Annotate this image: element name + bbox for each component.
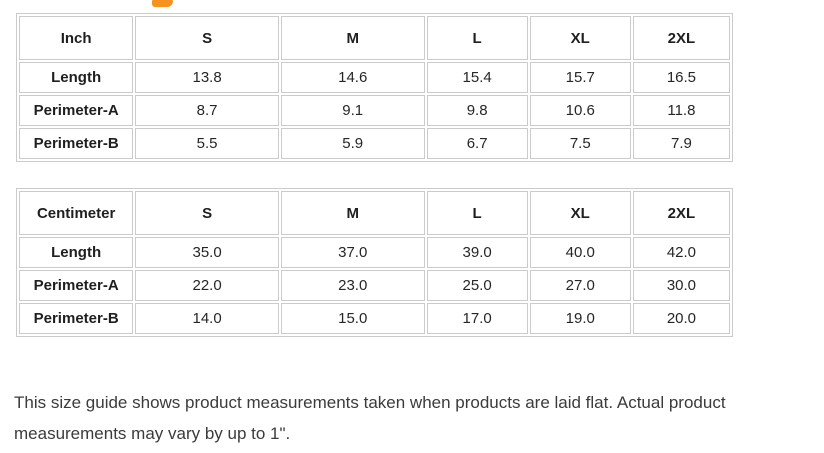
row-label: Length (19, 237, 134, 268)
table-row-perimeter-b: Perimeter-B 14.0 15.0 17.0 19.0 20.0 (19, 303, 730, 334)
table-row-perimeter-a: Perimeter-A 8.7 9.1 9.8 10.6 11.8 (19, 95, 730, 126)
size-cell: 27.0 (529, 270, 631, 301)
size-cell: 42.0 (632, 237, 730, 268)
table-row-length: Length 35.0 37.0 39.0 40.0 42.0 (19, 237, 730, 268)
size-table-inch: Inch S M L XL 2XL Length 13.8 14.6 15.4 … (16, 13, 733, 162)
column-header-l: L (426, 16, 528, 60)
size-cell: 7.9 (632, 128, 730, 159)
size-cell: 13.8 (135, 62, 279, 93)
clipped-heading-fragment (152, 0, 173, 7)
size-cell: 15.7 (529, 62, 631, 93)
column-header-s: S (135, 16, 279, 60)
table-row-perimeter-a: Perimeter-A 22.0 23.0 25.0 27.0 30.0 (19, 270, 730, 301)
clipped-heading-strip (0, 0, 824, 8)
table-row-perimeter-b: Perimeter-B 5.5 5.9 6.7 7.5 7.9 (19, 128, 730, 159)
size-cell: 6.7 (426, 128, 528, 159)
size-cell: 39.0 (426, 237, 528, 268)
size-cell: 22.0 (135, 270, 279, 301)
size-cell: 40.0 (529, 237, 631, 268)
size-cell: 23.0 (280, 270, 425, 301)
size-table-centimeter: Centimeter S M L XL 2XL Length 35.0 37.0… (16, 188, 733, 337)
size-cell: 20.0 (632, 303, 730, 334)
column-header-2xl: 2XL (632, 16, 730, 60)
size-cell: 37.0 (280, 237, 425, 268)
table-header-row: Centimeter S M L XL 2XL (19, 191, 730, 235)
size-cell: 15.4 (426, 62, 528, 93)
size-cell: 11.8 (632, 95, 730, 126)
size-cell: 10.6 (529, 95, 631, 126)
size-cell: 8.7 (135, 95, 279, 126)
column-header-xl: XL (529, 191, 631, 235)
size-cell: 9.1 (280, 95, 425, 126)
size-cell: 7.5 (529, 128, 631, 159)
size-cell: 16.5 (632, 62, 730, 93)
column-header-s: S (135, 191, 279, 235)
size-guide-note: This size guide shows product measuremen… (14, 393, 726, 443)
column-header-m: M (280, 16, 425, 60)
size-cell: 14.0 (135, 303, 279, 334)
size-cell: 35.0 (135, 237, 279, 268)
row-label: Length (19, 62, 134, 93)
table-header-row: Inch S M L XL 2XL (19, 16, 730, 60)
row-label: Perimeter-A (19, 270, 134, 301)
row-label: Perimeter-A (19, 95, 134, 126)
row-label: Perimeter-B (19, 303, 134, 334)
size-cell: 5.5 (135, 128, 279, 159)
size-cell: 9.8 (426, 95, 528, 126)
column-header-l: L (426, 191, 528, 235)
column-header-xl: XL (529, 16, 631, 60)
column-header-2xl: 2XL (632, 191, 730, 235)
column-header-m: M (280, 191, 425, 235)
unit-header: Centimeter (19, 191, 134, 235)
size-cell: 17.0 (426, 303, 528, 334)
table-row-length: Length 13.8 14.6 15.4 15.7 16.5 (19, 62, 730, 93)
unit-header: Inch (19, 16, 134, 60)
size-cell: 5.9 (280, 128, 425, 159)
size-cell: 19.0 (529, 303, 631, 334)
size-cell: 15.0 (280, 303, 425, 334)
size-cell: 25.0 (426, 270, 528, 301)
size-cell: 30.0 (632, 270, 730, 301)
row-label: Perimeter-B (19, 128, 134, 159)
size-cell: 14.6 (280, 62, 425, 93)
